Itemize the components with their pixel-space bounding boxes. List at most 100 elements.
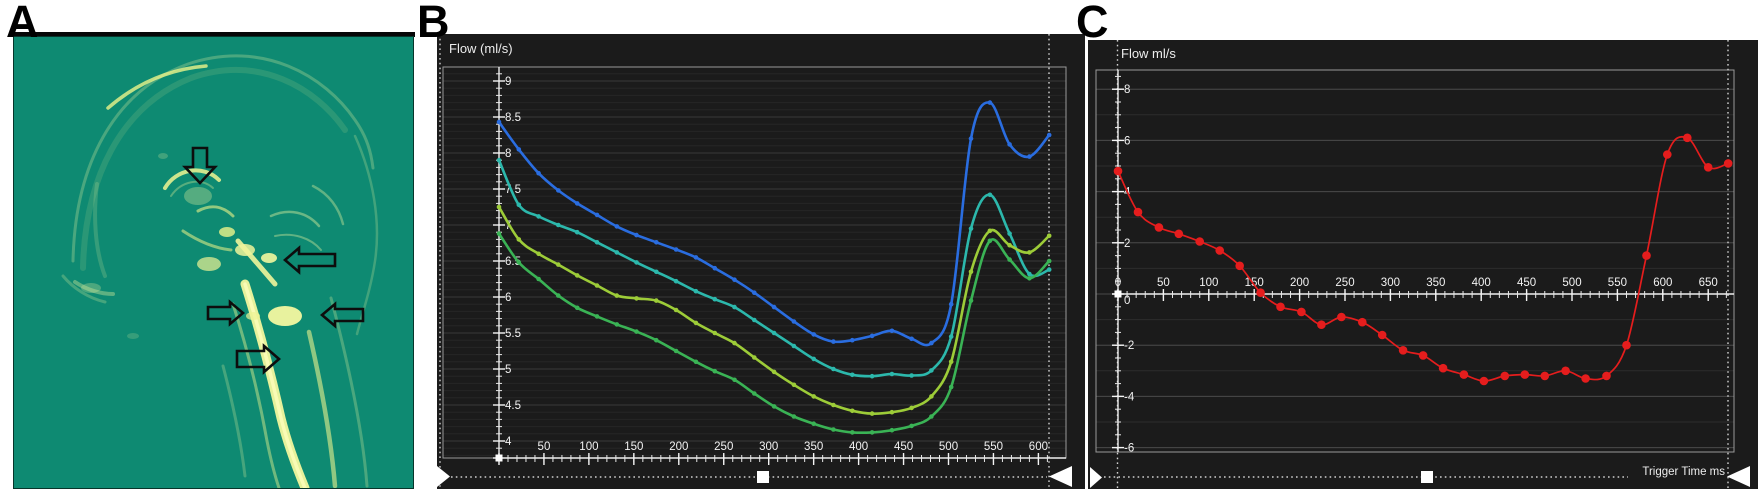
annotation-arrow-left <box>283 245 337 275</box>
annotation-arrow-right <box>206 299 246 327</box>
annotation-arrow-left <box>319 301 365 329</box>
data-point-marker <box>1581 374 1590 383</box>
data-point-marker <box>673 278 679 284</box>
panel-label-b: B <box>417 0 450 47</box>
data-point-marker <box>1046 267 1052 272</box>
data-point-marker <box>771 404 777 409</box>
data-point-marker <box>654 269 659 275</box>
x-axis: 0 50 100 150 200 250 300 350 400 450 500 550 600 650 <box>1112 277 1734 301</box>
phase-forward-button[interactable] <box>1727 466 1750 487</box>
data-point-marker <box>752 355 757 360</box>
data-point-marker <box>654 240 659 245</box>
data-point-marker <box>732 340 737 346</box>
data-point-marker <box>929 340 934 346</box>
data-point-marker <box>536 214 541 219</box>
y-tick-label: 7 <box>505 220 511 232</box>
x-tick-label: 400 <box>849 441 868 453</box>
data-point-marker <box>634 232 639 238</box>
data-point-marker <box>1174 229 1184 239</box>
data-point-marker <box>574 229 580 235</box>
data-point-marker <box>1007 231 1012 236</box>
data-point-marker <box>1027 250 1032 255</box>
x-tick-label: 200 <box>669 441 688 453</box>
data-point-marker <box>712 265 718 271</box>
data-point-marker <box>732 377 737 383</box>
data-point-marker <box>811 394 816 399</box>
data-point-marker <box>556 262 561 267</box>
data-point-marker <box>1358 317 1367 327</box>
phase-back-button[interactable] <box>437 466 450 487</box>
data-point-marker <box>1027 271 1032 277</box>
data-point-marker <box>614 224 620 229</box>
data-point-marker <box>869 411 875 416</box>
data-point-marker <box>1459 370 1469 379</box>
data-point-marker <box>948 359 954 365</box>
phase-back-button[interactable] <box>1090 467 1102 488</box>
data-point-marker <box>536 276 541 282</box>
data-point-marker <box>614 322 620 327</box>
annotation-arrows <box>181 146 365 375</box>
y-tick-label: 6 <box>1124 135 1130 147</box>
x-tick-label: 0 <box>1115 277 1121 289</box>
axis-origin-handle[interactable] <box>495 454 503 462</box>
data-point-marker <box>889 409 895 415</box>
data-point-marker <box>909 373 914 378</box>
data-point-marker <box>850 337 855 343</box>
data-point-marker <box>948 334 954 339</box>
data-point-marker <box>831 339 836 344</box>
phase-forward-button[interactable] <box>1049 466 1072 487</box>
data-point-marker <box>594 314 600 319</box>
x-tick-label: 350 <box>1426 277 1445 289</box>
x-tick-label: 250 <box>714 441 733 453</box>
data-point-marker <box>536 170 541 176</box>
x-tick-label: 50 <box>1157 277 1170 289</box>
x-tick-label: 150 <box>624 441 643 453</box>
data-point-marker <box>771 330 777 336</box>
data-point-marker <box>634 260 639 265</box>
data-point-marker <box>791 319 797 324</box>
x-tick-label: 250 <box>1335 277 1354 289</box>
axis-origin-handle[interactable] <box>1114 290 1122 298</box>
data-point-marker <box>752 391 757 396</box>
x-tick-label: 500 <box>1562 277 1581 289</box>
data-point-marker <box>1561 366 1570 376</box>
data-point-marker <box>693 255 699 260</box>
y-tick-label: 2 <box>1124 238 1130 250</box>
phase-slider-handle[interactable] <box>1421 471 1433 483</box>
data-point-marker <box>1703 163 1713 172</box>
y-tick-label: 0 <box>1124 295 1130 307</box>
mri-bright-spots <box>81 153 302 339</box>
x-tick-label: 300 <box>759 441 778 453</box>
x-tick-label: 300 <box>1381 277 1400 289</box>
y-tick-label: 8.5 <box>505 112 521 124</box>
x-tick-label: 400 <box>1472 277 1491 289</box>
data-point-marker <box>1256 288 1265 297</box>
x-tick-label: 100 <box>579 441 598 453</box>
series-vessel-curve-green <box>496 231 1052 435</box>
data-point-marker <box>909 405 914 411</box>
series-vessel-curve-cyan <box>496 157 1052 379</box>
data-point-marker <box>1663 150 1672 159</box>
series-vessel-curve-blue <box>496 100 1052 347</box>
data-point-marker <box>869 430 875 435</box>
data-point-marker <box>1133 207 1143 217</box>
x-tick-label: 100 <box>1199 277 1218 289</box>
data-point-marker <box>1027 276 1032 281</box>
data-point-marker <box>496 119 502 125</box>
data-point-marker <box>1418 351 1428 360</box>
data-point-marker <box>1195 237 1204 246</box>
series-vessel-curve-lightgreen <box>496 204 1052 416</box>
data-point-marker <box>771 369 777 375</box>
data-point-marker <box>811 332 816 337</box>
data-point-marker <box>654 298 659 303</box>
data-point-marker <box>574 201 580 206</box>
data-point-marker <box>594 283 600 288</box>
data-point-marker <box>968 136 974 141</box>
phase-slider-handle[interactable] <box>757 471 769 483</box>
data-point-marker <box>771 304 777 310</box>
data-point-marker <box>496 204 502 210</box>
data-point-marker <box>948 384 954 390</box>
data-point-marker <box>929 368 934 373</box>
data-point-marker <box>987 192 993 198</box>
